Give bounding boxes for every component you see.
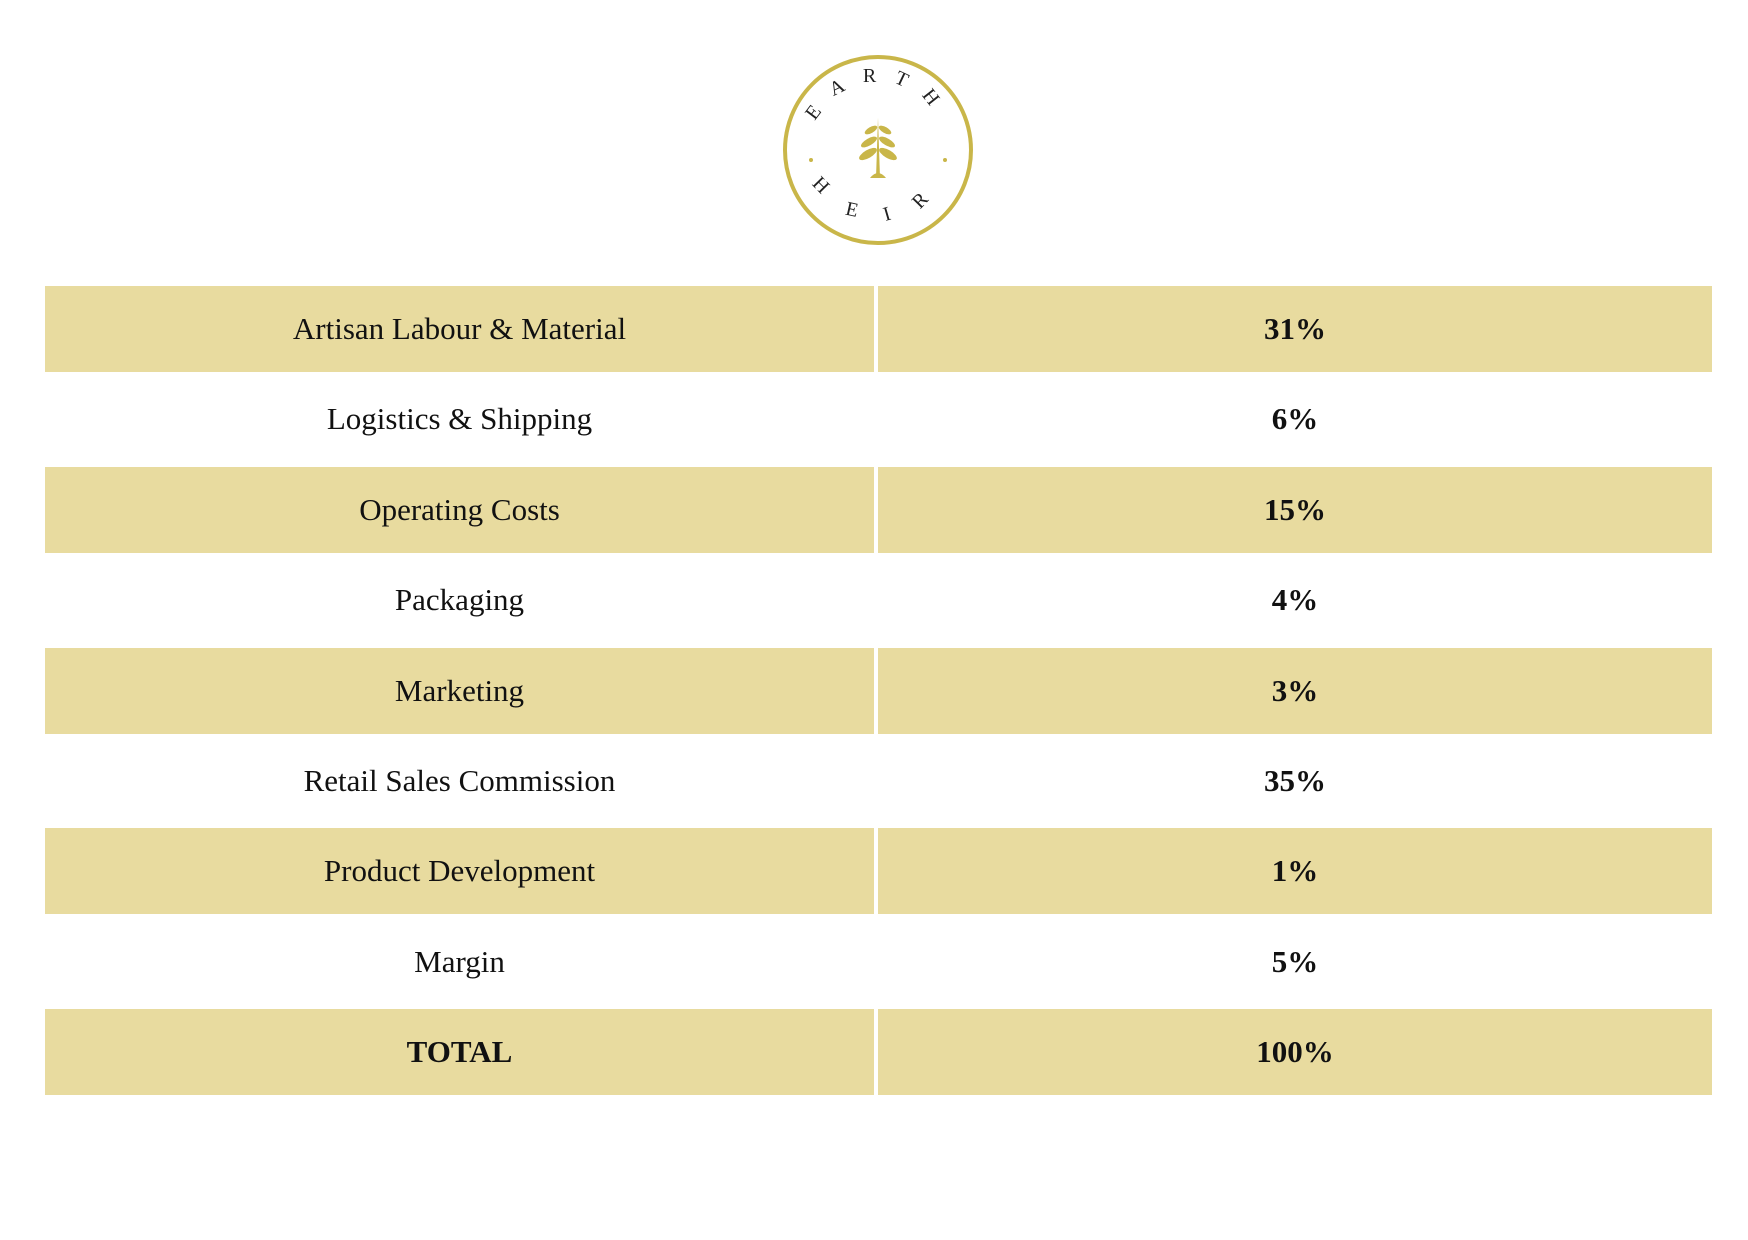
logo-dot xyxy=(943,158,947,162)
row-label: TOTAL xyxy=(45,1009,874,1096)
logo: EARTH HEIR xyxy=(783,55,973,245)
table: Artisan Labour & Material 31% Logistics & … xyxy=(45,286,1712,1100)
table-row: Margin 5% xyxy=(45,919,1712,1005)
row-label: Marketing xyxy=(45,647,874,734)
table-row: Retail Sales Commission 35% xyxy=(45,738,1712,824)
row-label: Product Development xyxy=(45,828,874,915)
row-label: Operating Costs xyxy=(45,466,874,553)
table-row: Operating Costs 15% xyxy=(45,466,1712,553)
logo-ring xyxy=(783,55,973,245)
row-value: 5% xyxy=(1271,943,1319,979)
row-label: Artisan Labour & Material xyxy=(45,286,874,372)
row-value: 6% xyxy=(1271,401,1319,437)
table-row: Packaging 4% xyxy=(45,557,1712,643)
row-label: Margin xyxy=(414,943,505,979)
table-row: Artisan Labour & Material 31% xyxy=(45,286,1712,372)
table-row: TOTAL 100% xyxy=(45,1009,1712,1096)
logo-bottom-text: HEIR xyxy=(808,172,948,226)
logo-dot xyxy=(809,158,813,162)
row-value: 1% xyxy=(878,828,1712,915)
row-value: 15% xyxy=(878,466,1712,553)
logo-leaf xyxy=(859,118,897,178)
row-label: Retail Sales Commission xyxy=(303,762,616,798)
row-value: 100% xyxy=(878,1009,1712,1096)
row-value: 31% xyxy=(878,286,1712,372)
table-row: Marketing 3% xyxy=(45,647,1712,734)
table-row: Product Development 1% xyxy=(45,828,1712,915)
row-value: 4% xyxy=(1271,582,1319,618)
row-label: Logistics & Shipping xyxy=(326,401,593,437)
logo-bottom: HEIR xyxy=(808,172,926,226)
row-value: 3% xyxy=(878,647,1712,734)
row-label: Packaging xyxy=(394,582,525,618)
row-value: 35% xyxy=(1264,762,1326,798)
table-row: Logistics & Shipping 6% xyxy=(45,376,1712,462)
